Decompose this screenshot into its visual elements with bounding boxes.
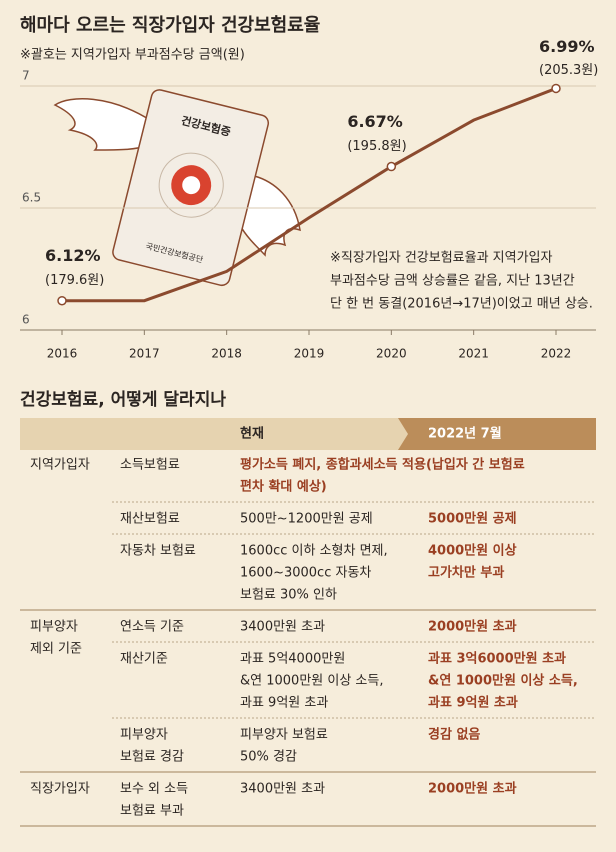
row-item: 재산보험료 — [120, 512, 180, 527]
current-value: 과표 9억원 초과 — [240, 696, 328, 711]
column-header: 현재 — [240, 426, 264, 442]
group-name: 지역가입자 — [30, 458, 90, 473]
card-illustration: 건강보험증 국민건강보험공단 — [53, 89, 301, 287]
wing — [239, 174, 301, 257]
point-label: (205.3원) — [539, 63, 598, 78]
x-tick-label: 2019 — [294, 347, 325, 361]
future-value: 평가소득 폐지, 종합과세소득 적용(납입자 간 보험료 — [240, 457, 525, 473]
chart-note: ※직장가입자 건강보험료율과 지역가입자 — [330, 251, 553, 266]
chart-note: 부과점수당 금액 상승률은 같음, 지난 13년간 — [330, 274, 575, 289]
future-value: 2000만원 초과 — [428, 781, 517, 797]
x-tick-label: 2018 — [211, 347, 242, 361]
table-title: 건강보험료, 어떻게 달라지나 — [20, 389, 226, 410]
future-value: 경감 없음 — [428, 727, 480, 743]
value-label: 6.12% — [45, 246, 101, 265]
current-value: 보험료 30% 인하 — [240, 588, 337, 603]
chart-subtitle: ※괄호는 지역가입자 부과점수당 금액(원) — [20, 48, 245, 63]
x-tick-label: 2021 — [458, 347, 489, 361]
row-item: 보수 외 소득 — [120, 782, 188, 797]
y-tick-label: 6 — [22, 313, 30, 327]
current-value: 1600~3000cc 자동차 — [240, 566, 371, 581]
current-value: 과표 5억4000만원 — [240, 652, 345, 667]
row-item: 보험료 부과 — [120, 804, 184, 819]
future-value: 2000만원 초과 — [428, 619, 517, 635]
card-heart — [182, 176, 201, 195]
point — [386, 161, 397, 172]
row-item: 소득보험료 — [120, 458, 180, 473]
line — [62, 87, 557, 303]
future-value: 편차 확대 예상) — [240, 479, 327, 495]
row-item: 보험료 경감 — [120, 750, 184, 765]
future-value: 고가차만 부과 — [428, 565, 504, 581]
current-value: 50% 경감 — [240, 750, 297, 765]
group-name: 피부양자 — [30, 620, 78, 635]
row-item: 피부양자 — [120, 728, 168, 743]
future-value: 과표 9억원 초과 — [428, 696, 518, 711]
y-tick-label: 7 — [22, 69, 30, 83]
current-value: 피부양자 보험료 — [240, 728, 328, 743]
x-tick-label: 2022 — [541, 347, 572, 361]
current-value: &연 1000만원 이상 소득, — [240, 674, 383, 689]
point-label: (179.6원) — [45, 273, 104, 288]
chart-note: 단 한 번 동결(2016년→17년)이었고 매년 상승. — [330, 297, 593, 312]
future-value: 4000만원 이상 — [428, 543, 517, 559]
point — [551, 83, 561, 94]
row-item: 재산기준 — [120, 652, 168, 667]
row-item: 자동차 보험료 — [120, 544, 196, 559]
chart-title: 해마다 오르는 직장가입자 건강보험료율 — [20, 14, 320, 36]
future-value: 과표 3억6000만원 초과 — [428, 651, 566, 667]
current-value: 3400만원 초과 — [240, 782, 325, 797]
x-tick-label: 2017 — [129, 347, 160, 361]
point — [57, 295, 67, 306]
y-tick-label: 6.5 — [22, 191, 41, 205]
table-header-future — [398, 418, 596, 450]
group-name: 직장가입자 — [30, 782, 90, 797]
value-label: 6.99% — [539, 37, 595, 56]
x-tick-label: 2016 — [47, 347, 78, 361]
wing — [53, 98, 151, 151]
card-ring — [158, 152, 224, 218]
row-item: 연소득 기준 — [120, 620, 184, 635]
group-name: 제외 기준 — [30, 642, 82, 657]
current-value: 3400만원 초과 — [240, 620, 325, 635]
future-value: 5000만원 공제 — [428, 511, 517, 527]
column-header: 2022년 7월 — [428, 426, 502, 442]
point-label: (195.8원) — [347, 139, 406, 154]
current-value: 500만~1200만원 공제 — [240, 512, 373, 527]
x-tick-label: 2020 — [376, 347, 407, 361]
card: 건강보험증 국민건강보험공단 — [112, 89, 270, 287]
future-value: &연 1000만원 이상 소득, — [428, 673, 578, 689]
value-label: 6.67% — [347, 112, 403, 131]
current-value: 1600cc 이하 소형차 면제, — [240, 544, 388, 559]
